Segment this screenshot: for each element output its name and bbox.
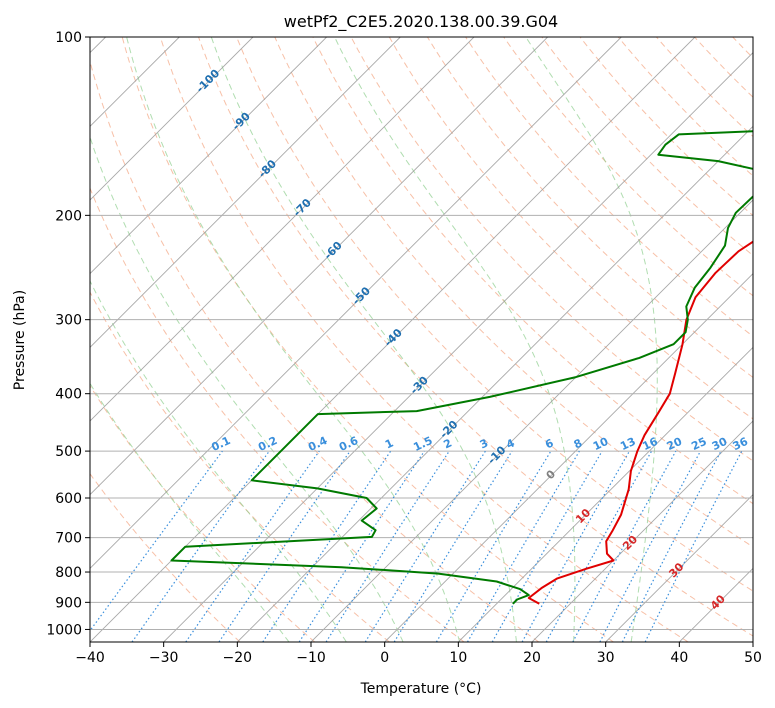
dry-adiabat-line xyxy=(90,472,241,642)
mixing-ratio-label: 25 xyxy=(689,435,708,453)
y-tick-label: 600 xyxy=(55,491,82,507)
moist-adiabat-line xyxy=(126,37,461,642)
isotherm-line xyxy=(90,37,548,496)
y-tick-label: 400 xyxy=(55,387,82,403)
mixing-ratio-line xyxy=(572,450,677,642)
isotherm-line xyxy=(237,125,753,642)
x-tick-label: 40 xyxy=(670,650,688,666)
mixing-ratio-line xyxy=(521,450,631,642)
x-tick-label: 20 xyxy=(523,650,541,666)
moist-adiabat-line xyxy=(90,382,290,642)
isotherm-line xyxy=(384,273,753,642)
y-tick-label: 800 xyxy=(55,565,82,581)
x-tick-label: 10 xyxy=(449,650,467,666)
dry-adiabat-line xyxy=(503,37,753,297)
y-tick-label: 700 xyxy=(55,531,82,547)
plot-frame xyxy=(89,36,754,643)
mixing-ratio-label: 16 xyxy=(640,435,660,453)
dry-adiabat-line xyxy=(90,186,465,642)
dry-adiabat-line xyxy=(274,37,753,548)
moist-adiabat-line xyxy=(525,37,658,642)
temperature-profile-line xyxy=(527,240,753,605)
isotherm-line xyxy=(458,346,753,642)
isotherm-line xyxy=(90,37,254,201)
mixing-ratio-line xyxy=(90,450,223,632)
mixing-ratio-label: 36 xyxy=(731,435,751,453)
dry-adiabat-line xyxy=(159,37,689,642)
mixing-ratio-line xyxy=(218,450,351,642)
isotherm-line xyxy=(605,494,753,642)
y-tick-label: 300 xyxy=(55,313,82,329)
y-tick-label: 100 xyxy=(55,30,82,46)
dry-adiabat-line xyxy=(90,384,316,642)
chart-title: wetPf2_C2E5.2020.138.00.39.G04 xyxy=(284,12,558,32)
y-tick-label: 500 xyxy=(55,444,82,460)
isotherm-line xyxy=(90,37,696,642)
dry-adiabat-line xyxy=(236,37,753,592)
mixing-ratio-label: 20 xyxy=(665,435,685,453)
x-tick-label: −30 xyxy=(149,650,179,666)
mixing-ratio-line xyxy=(262,450,392,642)
x-axis-label: Temperature (°C) xyxy=(360,681,482,697)
mixing-ratio-line xyxy=(325,450,450,642)
isotherm-line xyxy=(90,37,622,569)
dry-adiabat-line xyxy=(121,37,614,642)
dry-adiabat-line xyxy=(90,59,540,642)
dry-adiabat-line xyxy=(426,37,753,379)
mixing-ratio-line xyxy=(298,450,425,642)
y-axis-ticks: 100 200 300 400 500 600 700 800 900 1000 xyxy=(46,30,90,638)
isotherm-line xyxy=(531,420,753,642)
x-tick-label: −40 xyxy=(75,650,105,666)
mixing-ratio-line xyxy=(644,450,743,642)
mixing-ratio-line xyxy=(393,450,513,642)
y-axis-label: Pressure (hPa) xyxy=(12,290,28,390)
mixing-ratio-line xyxy=(131,450,270,642)
sounding-profiles xyxy=(170,130,753,605)
dewpoint-profile-line xyxy=(170,130,753,605)
dry-adiabat-line xyxy=(465,37,753,338)
x-tick-label: 0 xyxy=(380,650,389,666)
isotherm-line xyxy=(90,37,475,422)
isotherm-line xyxy=(90,37,327,275)
x-tick-label: 50 xyxy=(744,650,762,666)
moist-adiabat-line xyxy=(210,37,517,642)
moist-adiabat-line xyxy=(334,37,576,642)
y-tick-label: 900 xyxy=(55,595,82,611)
dry-adiabat-line xyxy=(90,291,390,642)
x-tick-label: −10 xyxy=(296,650,326,666)
mixing-ratio-label: 13 xyxy=(618,435,637,453)
mixing-ratio-label: 30 xyxy=(710,435,730,453)
dry-adiabat-line xyxy=(388,37,753,420)
y-tick-label: 200 xyxy=(55,208,82,224)
isotherm-line xyxy=(90,37,401,348)
isotherm-line xyxy=(310,199,753,642)
dry-adiabat-line xyxy=(350,37,753,462)
dry-adiabat-line xyxy=(312,37,753,505)
y-tick-label: 1000 xyxy=(46,622,82,638)
mixing-ratio-label: 10 xyxy=(591,435,611,453)
x-tick-label: 30 xyxy=(597,650,615,666)
mixing-ratio-line xyxy=(185,450,320,642)
x-axis-ticks: −40 −30 −20 −10 0 10 20 30 40 50 xyxy=(75,642,762,666)
x-tick-label: −20 xyxy=(223,650,253,666)
isotherm-line xyxy=(163,52,753,642)
